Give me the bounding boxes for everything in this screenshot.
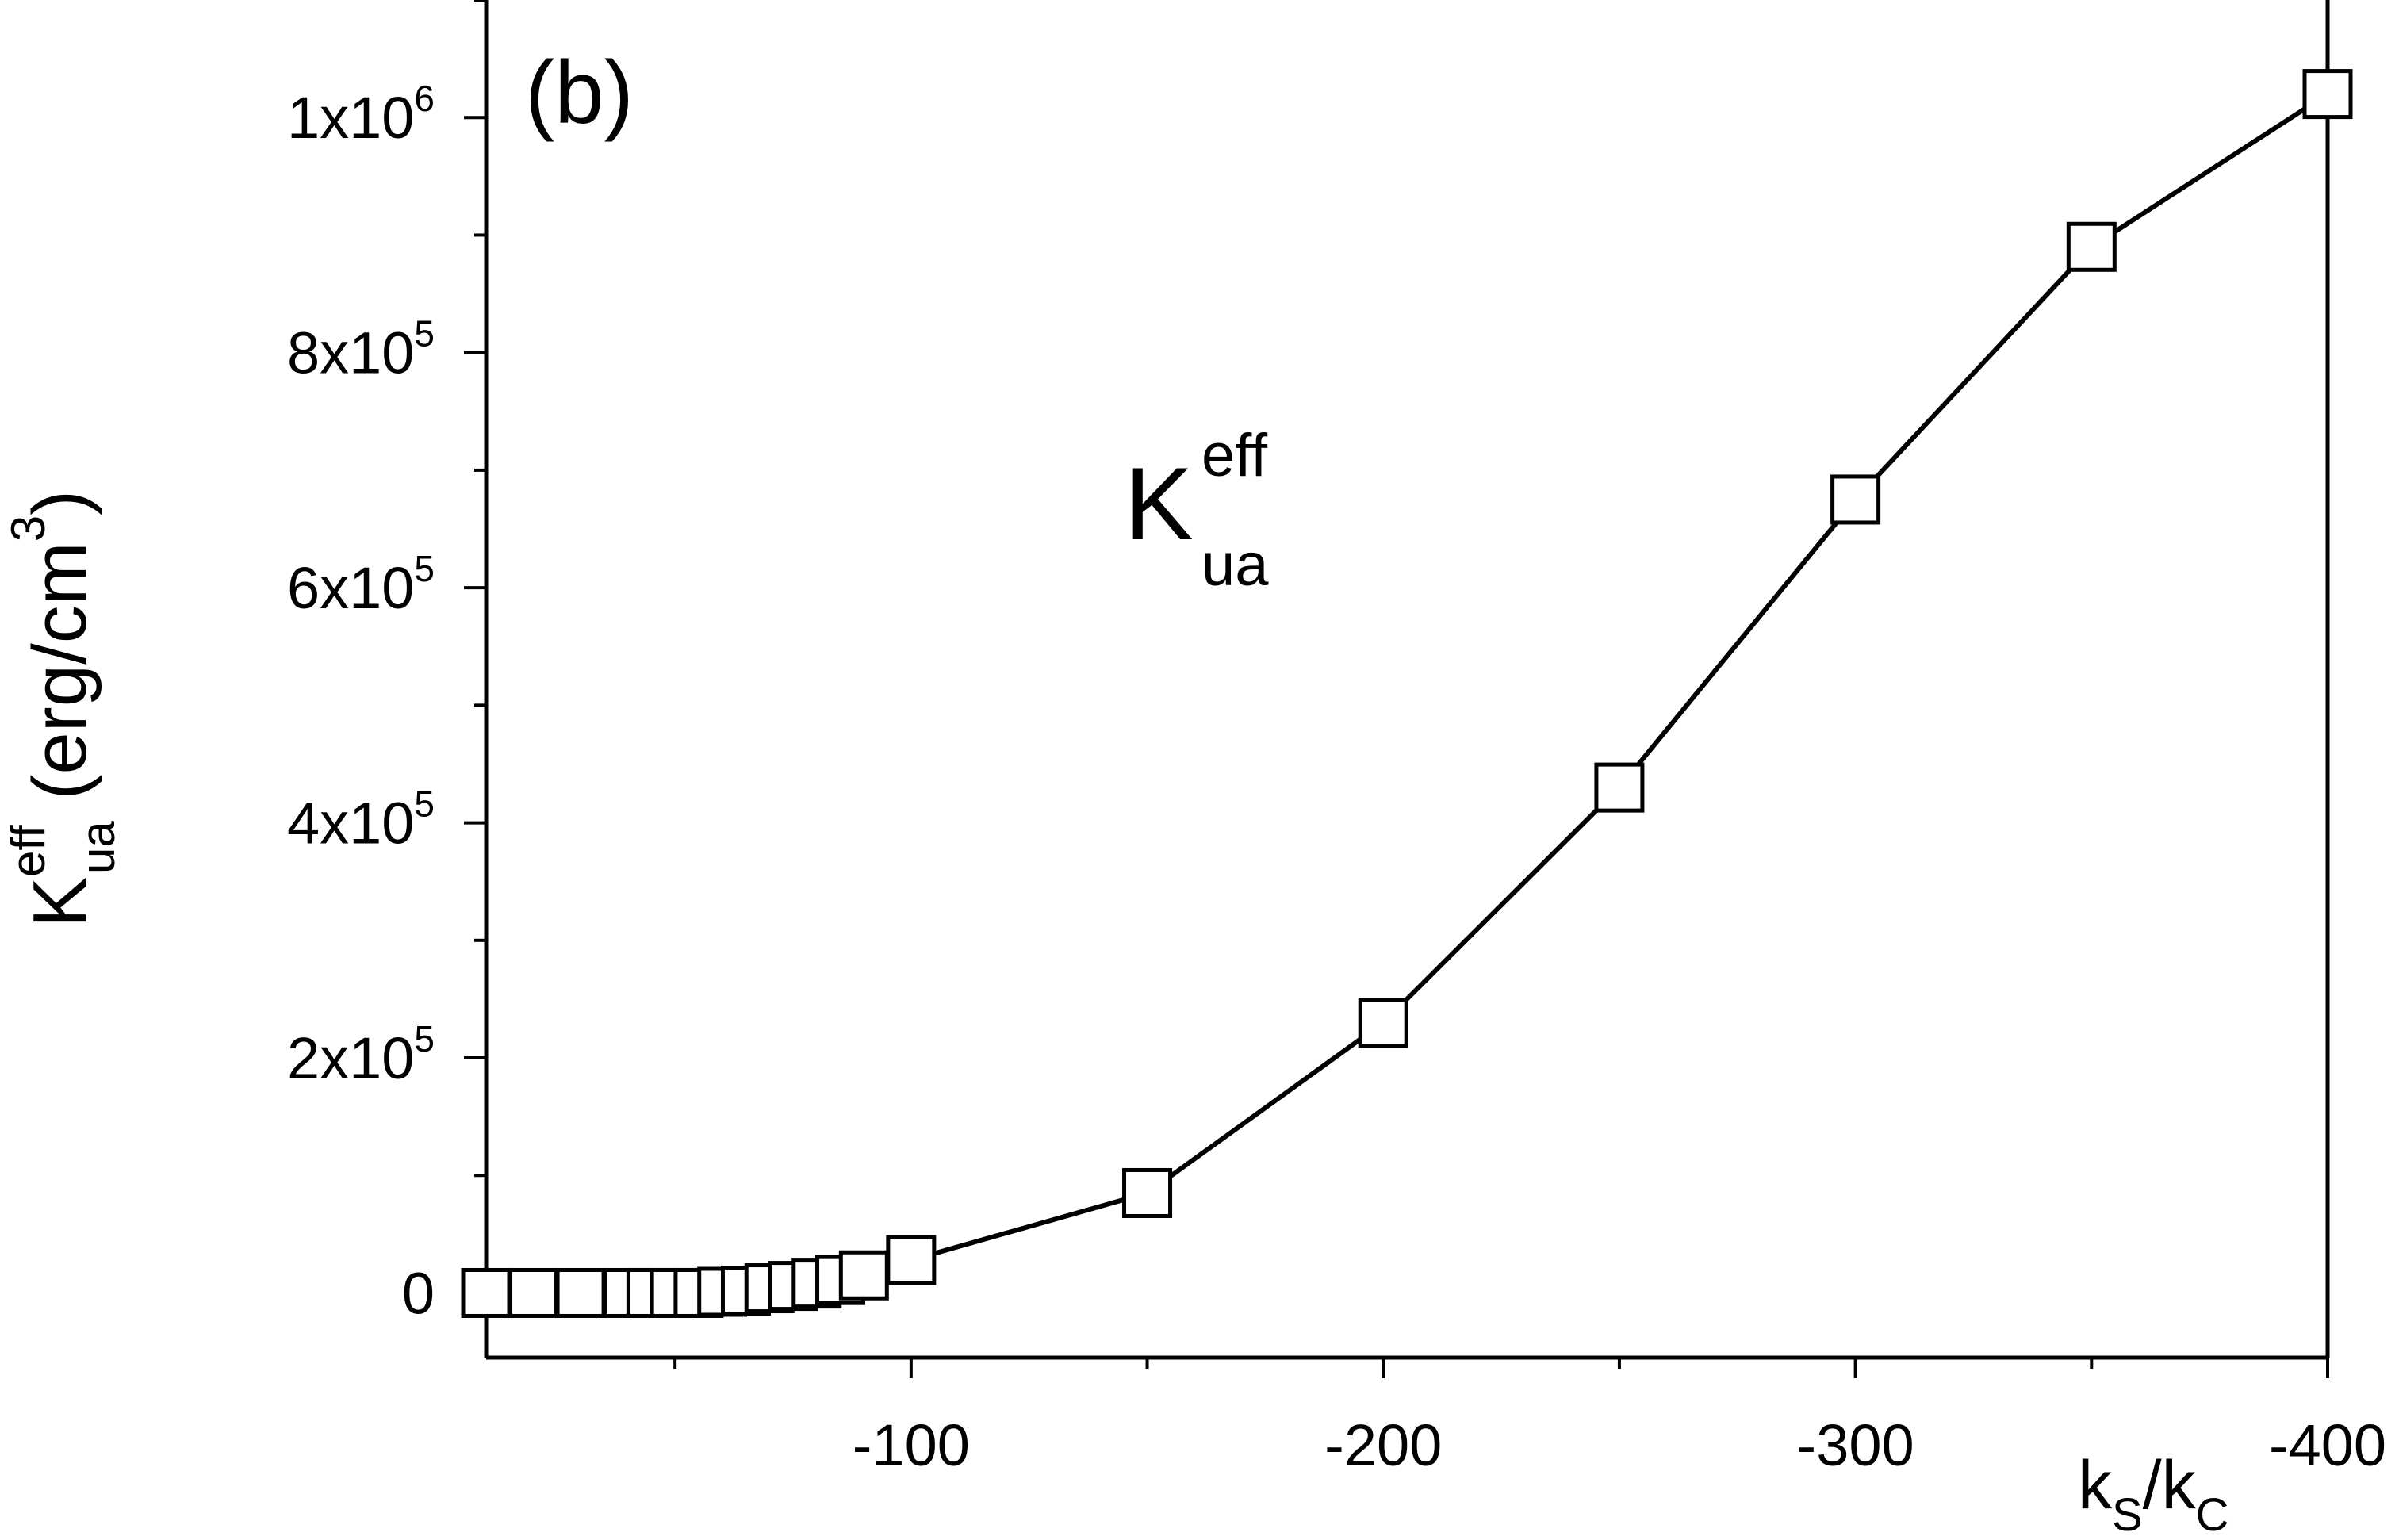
- y-tick-label: 2x105: [287, 1018, 435, 1091]
- x-axis-label: kS/kC: [2078, 1447, 2228, 1540]
- x-tick-label: -200: [1324, 1412, 1442, 1478]
- x-ticks: -100 -200 -300 -400: [673, 1358, 2386, 1478]
- data-point: [1830, 474, 1881, 525]
- annotation-sub: ua: [1201, 531, 1269, 599]
- x-label-sub1: S: [2112, 1489, 2143, 1540]
- data-point: [2066, 221, 2117, 272]
- y-tick-mantissa: 0: [402, 1260, 435, 1326]
- data-point: [838, 1250, 889, 1301]
- x-label-slash: /: [2143, 1447, 2162, 1523]
- x-tick-label: -100: [853, 1412, 970, 1478]
- y-tick-exponent: 5: [414, 548, 435, 589]
- y-tick-mantissa: 6x10: [287, 555, 414, 621]
- x-label-sub2: C: [2196, 1489, 2229, 1540]
- y-tick-exponent: 6: [414, 78, 435, 119]
- x-tick-label: -400: [2269, 1412, 2386, 1478]
- data-point: [461, 1267, 512, 1318]
- data-series: [461, 69, 2353, 1318]
- y-label-sup: eff: [2, 825, 55, 877]
- x-label-k1: k: [2078, 1447, 2113, 1523]
- x-label-k2: k: [2162, 1447, 2197, 1523]
- y-label-unit-close: ): [17, 490, 102, 515]
- y-tick-label: 1x106: [287, 78, 435, 151]
- y-tick-label: 4x105: [287, 783, 435, 856]
- y-tick-mantissa: 4x10: [287, 791, 414, 856]
- y-tick-exponent: 5: [414, 313, 435, 354]
- y-tick-mantissa: 8x10: [287, 320, 414, 386]
- annotation-main: K: [1125, 446, 1194, 561]
- y-tick-mantissa: 2x10: [287, 1025, 414, 1091]
- series-line: [486, 92, 2329, 1296]
- data-point: [1594, 762, 1645, 813]
- y-tick-label: 8x105: [287, 313, 435, 386]
- panel-label: (b): [525, 43, 634, 142]
- data-point: [2302, 69, 2353, 120]
- data-point: [555, 1267, 606, 1318]
- y-label-unit-sup: 3: [2, 515, 55, 542]
- y-label-main: K: [17, 877, 102, 928]
- annotation-sup: eff: [1201, 422, 1268, 489]
- y-label-unit: (erg/cm: [17, 542, 102, 821]
- x-tick-label: -300: [1797, 1412, 1914, 1478]
- data-point: [886, 1235, 937, 1285]
- y-tick-label: 6x105: [287, 548, 435, 621]
- data-point: [1122, 1167, 1173, 1218]
- y-axis-label: Keff ua (erg/cm3): [2, 490, 125, 928]
- y-tick-exponent: 5: [414, 783, 435, 825]
- y-label-sub: ua: [71, 821, 125, 874]
- data-point: [508, 1267, 559, 1318]
- y-tick-mantissa: 1x10: [287, 85, 414, 151]
- y-tick-exponent: 5: [414, 1018, 435, 1059]
- y-tick-label: 0: [402, 1260, 435, 1326]
- data-point: [1358, 998, 1408, 1048]
